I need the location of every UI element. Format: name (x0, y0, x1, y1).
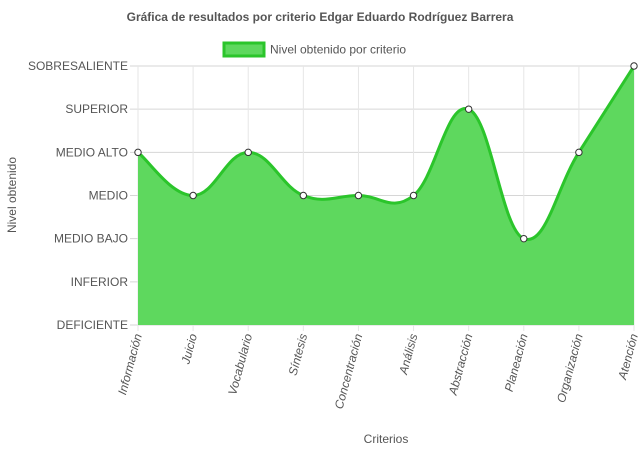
legend-swatch (222, 41, 266, 58)
data-point[interactable] (354, 191, 363, 200)
x-tick-label: Planeación (502, 332, 531, 393)
data-point[interactable] (409, 191, 418, 200)
x-tick-label: Vocabulario (225, 332, 255, 397)
y-tick-label: MEDIO BAJO (54, 232, 128, 246)
data-point[interactable] (575, 148, 583, 157)
data-point[interactable] (244, 148, 252, 157)
y-tick-label: MEDIO (89, 189, 128, 203)
y-tick-label: INFERIOR (71, 275, 129, 289)
x-tick-label: Síntesis (286, 332, 311, 377)
x-axis-title: Criterios (364, 432, 409, 446)
x-tick-label: Atención (615, 332, 639, 382)
legend-label: Nivel obtenido por criterio (270, 43, 406, 57)
x-tick-label: Análisis (396, 332, 420, 377)
legend[interactable]: Nivel obtenido por criterio (222, 41, 406, 58)
x-tick-label: Abstracción (446, 332, 476, 397)
x-tick-label: Información (115, 332, 145, 396)
y-tick-label: SOBRESALIENTE (28, 59, 128, 73)
data-point[interactable] (299, 191, 308, 200)
data-point[interactable] (520, 234, 528, 243)
y-tick-label: DEFICIENTE (57, 318, 128, 332)
series-area (138, 66, 634, 325)
y-tick-label: SUPERIOR (65, 102, 128, 116)
data-point[interactable] (630, 62, 638, 70)
x-tick-label: Organización (554, 332, 586, 404)
chart-title: Gráfica de resultados por criterio Edgar… (127, 10, 514, 24)
x-axis: Información Juicio Vocabulario Síntesis Conc… (115, 332, 639, 411)
data-point[interactable] (464, 105, 473, 113)
y-axis-title: Nivel obtenido (5, 157, 19, 233)
data-point[interactable] (134, 148, 142, 157)
x-tick-label: Concentración (332, 332, 366, 411)
y-axis: DEFICIENTE INFERIOR MEDIO BAJO MEDIO MEDIO A… (28, 59, 128, 332)
data-points (134, 62, 638, 243)
y-tick-label: MEDIO ALTO (56, 145, 128, 159)
data-point[interactable] (189, 191, 197, 200)
x-tick-label: Juicio (178, 332, 200, 367)
